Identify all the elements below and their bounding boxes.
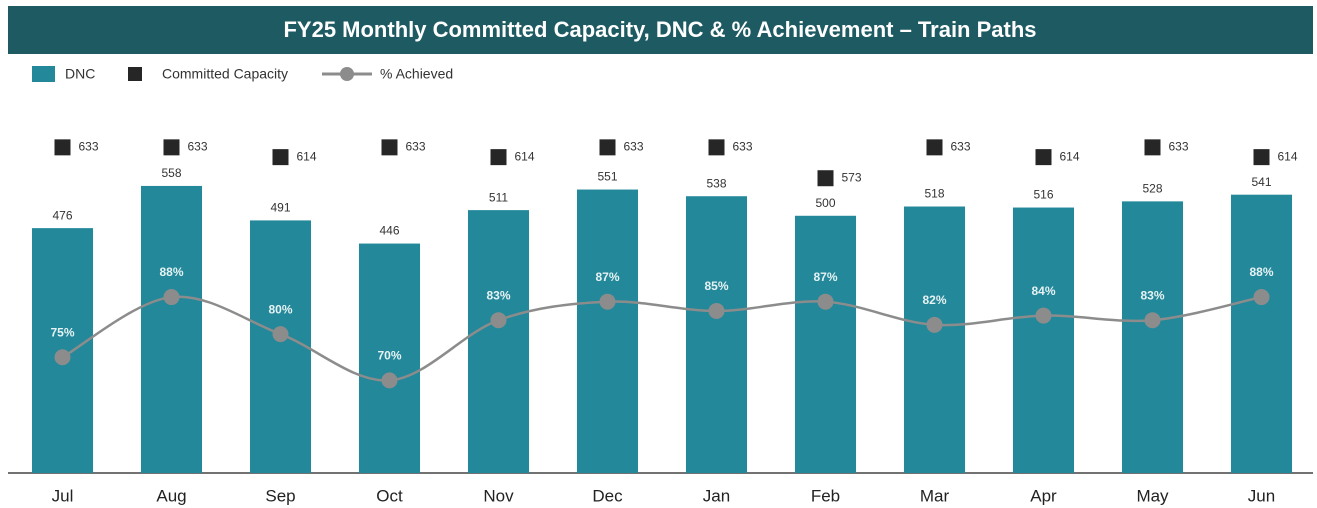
data-label: 500 bbox=[815, 196, 835, 210]
marker bbox=[272, 149, 289, 166]
legend-swatch bbox=[340, 67, 354, 81]
data-label: 84% bbox=[1031, 284, 1055, 298]
bar bbox=[903, 206, 966, 474]
marker bbox=[1035, 149, 1052, 166]
bar bbox=[467, 210, 530, 473]
point bbox=[272, 326, 289, 343]
data-label: 558 bbox=[161, 166, 181, 180]
data-label: 633 bbox=[1169, 140, 1189, 154]
legend-label: % Achieved bbox=[380, 66, 453, 82]
point bbox=[817, 293, 834, 310]
marker bbox=[708, 139, 725, 156]
bar bbox=[140, 185, 203, 473]
data-label: 633 bbox=[79, 140, 99, 154]
data-label: 614 bbox=[297, 149, 317, 163]
marker bbox=[490, 149, 507, 166]
data-label: 80% bbox=[268, 302, 292, 316]
legend-label: DNC bbox=[65, 66, 95, 82]
bar bbox=[249, 220, 312, 473]
point bbox=[599, 293, 616, 310]
marker bbox=[926, 139, 943, 156]
point bbox=[490, 312, 507, 329]
data-label: 446 bbox=[379, 224, 399, 238]
data-label: 573 bbox=[842, 170, 862, 184]
x-tick-label: Dec bbox=[592, 486, 623, 505]
x-tick-label: Jun bbox=[1248, 486, 1275, 505]
data-label: 518 bbox=[924, 187, 944, 201]
data-label: 633 bbox=[733, 140, 753, 154]
data-label: 75% bbox=[50, 325, 74, 339]
data-label: 511 bbox=[489, 190, 508, 204]
data-label: 633 bbox=[406, 140, 426, 154]
x-tick-label: May bbox=[1136, 486, 1169, 505]
data-label: 538 bbox=[706, 176, 726, 190]
marker bbox=[1144, 139, 1161, 156]
data-label: 528 bbox=[1142, 182, 1162, 196]
marker bbox=[54, 139, 71, 156]
point bbox=[1144, 312, 1161, 329]
x-tick-label: Mar bbox=[920, 486, 950, 505]
line bbox=[61, 295, 1262, 382]
data-label: 541 bbox=[1251, 175, 1271, 189]
data-label: 614 bbox=[1278, 149, 1298, 163]
data-label: 614 bbox=[515, 149, 535, 163]
legend-swatch bbox=[128, 67, 142, 81]
point bbox=[926, 316, 943, 333]
marker bbox=[1253, 149, 1270, 166]
data-label: 70% bbox=[377, 349, 401, 363]
x-tick-label: Apr bbox=[1030, 486, 1057, 505]
marker bbox=[599, 139, 616, 156]
data-label: 516 bbox=[1033, 188, 1053, 202]
data-label: 83% bbox=[1140, 288, 1164, 302]
point bbox=[1035, 307, 1052, 324]
bar bbox=[685, 196, 748, 473]
data-label: 551 bbox=[597, 170, 617, 184]
data-label: 83% bbox=[486, 288, 510, 302]
x-tick-label: Sep bbox=[265, 486, 295, 505]
point bbox=[163, 289, 180, 306]
marker bbox=[817, 170, 834, 187]
data-label: 633 bbox=[624, 140, 644, 154]
x-tick-label: Nov bbox=[483, 486, 514, 505]
data-label: 85% bbox=[704, 279, 728, 293]
chart-title: FY25 Monthly Committed Capacity, DNC & %… bbox=[283, 17, 1036, 42]
bar bbox=[1121, 201, 1184, 473]
marker bbox=[163, 139, 180, 156]
bar bbox=[576, 189, 639, 473]
data-label: 633 bbox=[188, 140, 208, 154]
legend-label: Committed Capacity bbox=[162, 66, 288, 82]
x-tick-label: Jan bbox=[703, 486, 730, 505]
bar bbox=[794, 215, 857, 473]
point bbox=[381, 372, 398, 389]
x-tick-label: Aug bbox=[156, 486, 186, 505]
data-label: 491 bbox=[270, 201, 290, 215]
bar bbox=[1012, 207, 1075, 473]
data-label: 476 bbox=[52, 208, 72, 222]
point bbox=[708, 302, 725, 319]
bar bbox=[358, 243, 421, 473]
title-banner bbox=[8, 6, 1313, 54]
point bbox=[54, 349, 71, 366]
data-label: 87% bbox=[595, 270, 619, 284]
data-label: 88% bbox=[1249, 265, 1273, 279]
marker bbox=[381, 139, 398, 156]
data-label: 88% bbox=[159, 265, 183, 279]
point bbox=[1253, 289, 1270, 306]
x-tick-label: Feb bbox=[811, 486, 840, 505]
data-label: 87% bbox=[813, 270, 837, 284]
legend-swatch bbox=[32, 66, 55, 82]
data-label: 82% bbox=[922, 293, 946, 307]
x-tick-label: Jul bbox=[52, 486, 74, 505]
data-label: 614 bbox=[1060, 149, 1080, 163]
data-label: 633 bbox=[951, 140, 971, 154]
bar bbox=[1230, 194, 1293, 474]
x-tick-label: Oct bbox=[376, 486, 403, 505]
